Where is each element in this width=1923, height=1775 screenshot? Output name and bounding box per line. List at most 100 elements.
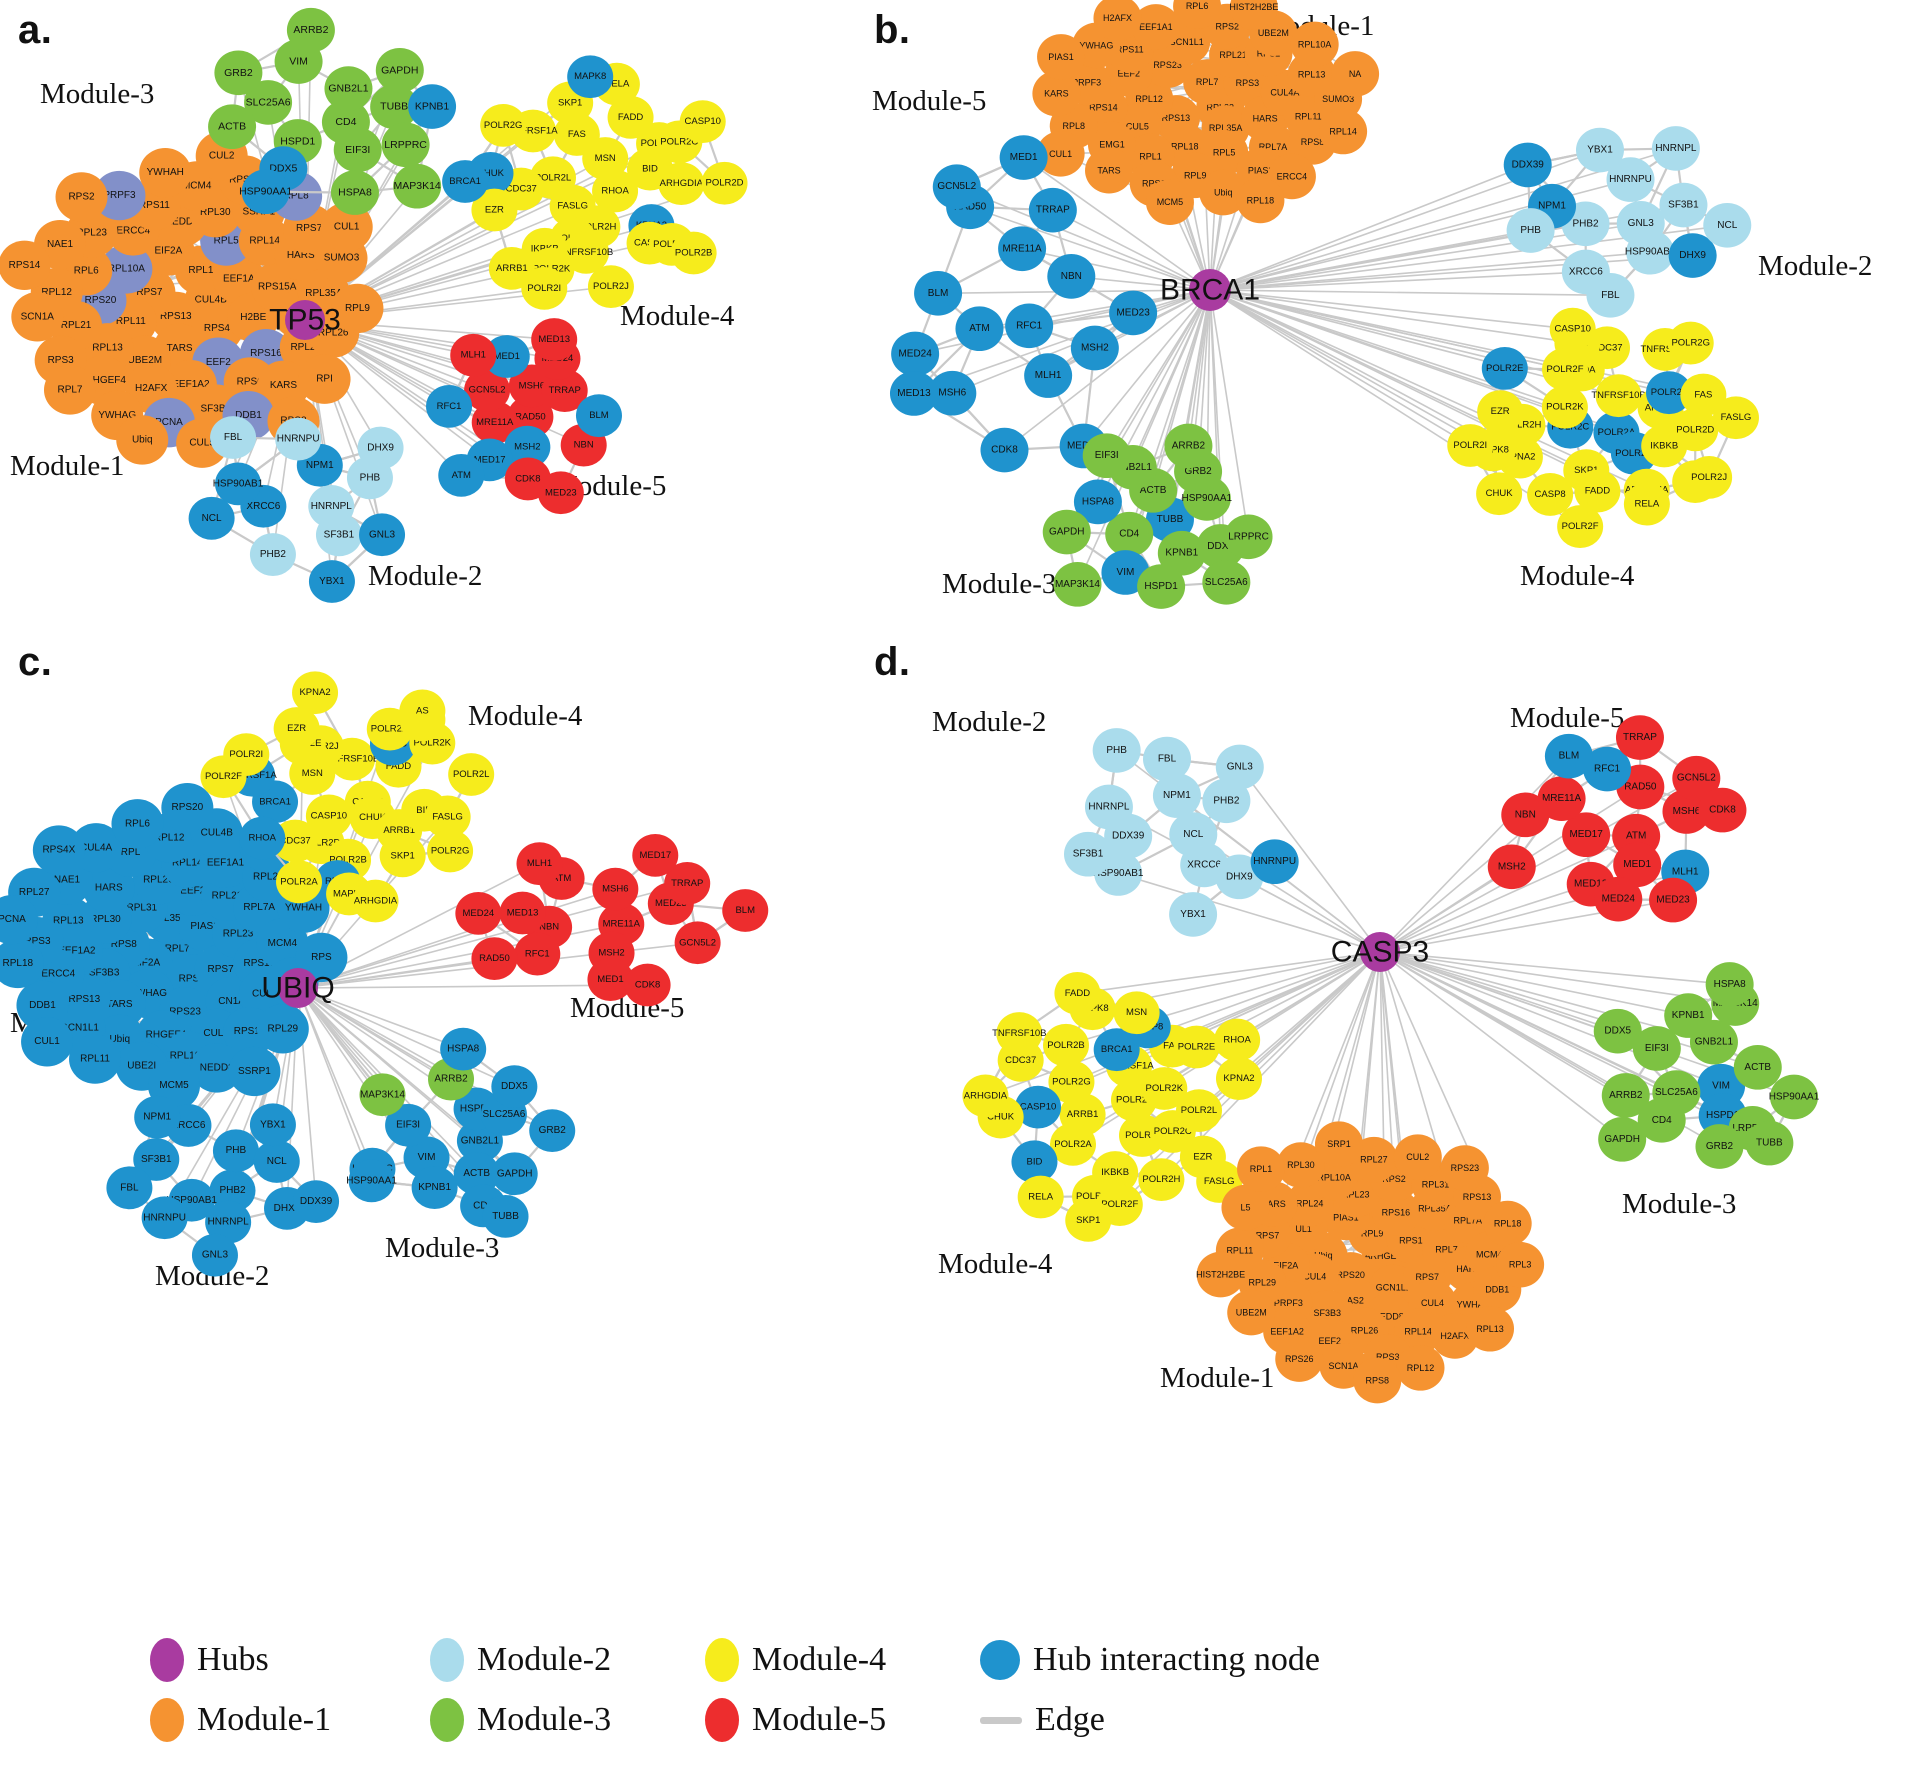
node-hnrnpu[interactable]: HNRNPU: [141, 1196, 188, 1240]
node-polr2b[interactable]: POLR2B: [1043, 1023, 1090, 1067]
node-mre11a[interactable]: MRE11A: [998, 226, 1047, 272]
node-med24[interactable]: MED24: [891, 331, 940, 377]
node-map3k14[interactable]: MAP3K14: [393, 163, 442, 209]
node-fadd[interactable]: FADD: [1054, 972, 1101, 1015]
node-polr2g[interactable]: POLR2G: [480, 103, 527, 147]
node-rfc1[interactable]: RFC1: [1005, 303, 1054, 349]
node-polr2j[interactable]: POLR2J: [587, 265, 634, 309]
node-phb2[interactable]: PHB2: [249, 533, 296, 576]
node-rps23[interactable]: RPS23: [1440, 1145, 1489, 1191]
node-ddx39[interactable]: DDX39: [293, 1180, 340, 1223]
node-ddx5[interactable]: DDX5: [1593, 1008, 1642, 1054]
node-gapdh[interactable]: GAPDH: [1598, 1116, 1647, 1162]
node-gapdh[interactable]: GAPDH: [1042, 509, 1091, 555]
node-polr2k[interactable]: POLR2K: [1541, 385, 1588, 429]
node-phb[interactable]: PHB: [1506, 208, 1555, 253]
node-rps4x[interactable]: RPS4X: [32, 825, 85, 875]
node-lrpprc[interactable]: LRPPRC: [381, 122, 430, 168]
node-mcm5[interactable]: MCM5: [1145, 179, 1194, 226]
node-actb[interactable]: ACTB: [1733, 1045, 1782, 1090]
node-polr2i[interactable]: POLR2I: [521, 266, 568, 310]
node-trrap[interactable]: TRRAP: [1028, 187, 1077, 233]
node-med17[interactable]: MED17: [632, 833, 679, 877]
node-rela[interactable]: RELA: [1017, 1175, 1064, 1219]
node-rhoa[interactable]: RHOA: [1214, 1018, 1261, 1062]
node-eif3i[interactable]: EIF3I: [1082, 433, 1131, 479]
node-msh2[interactable]: MSH2: [1487, 844, 1536, 890]
node-mlh1[interactable]: MLH1: [450, 333, 497, 377]
node-pias1[interactable]: PIAS1: [1037, 34, 1086, 80]
node-arrb2[interactable]: ARRB2: [286, 7, 335, 53]
node-grb2[interactable]: GRB2: [214, 50, 263, 96]
node-kpnb1[interactable]: KPNB1: [411, 1166, 458, 1210]
node-hspa8[interactable]: HSPA8: [330, 170, 379, 215]
node-fbl[interactable]: FBL: [1586, 272, 1635, 318]
node-polr2f[interactable]: POLR2F: [1557, 505, 1604, 548]
node-polr2g[interactable]: POLR2G: [1667, 321, 1714, 365]
node-grb2[interactable]: GRB2: [1695, 1124, 1744, 1169]
node-ncl[interactable]: NCL: [253, 1140, 300, 1183]
node-med13[interactable]: MED13: [531, 318, 578, 361]
node-map3k14[interactable]: MAP3K14: [359, 1073, 406, 1117]
node-rpl10a[interactable]: RPL10A: [1290, 21, 1339, 68]
node-mlh1[interactable]: MLH1: [1024, 353, 1073, 398]
node-polr2e[interactable]: POLR2E: [1173, 1025, 1220, 1069]
node-mlh1[interactable]: MLH1: [516, 842, 563, 886]
node-ube2m[interactable]: UBE2M: [1227, 1289, 1276, 1336]
node-srp1[interactable]: SRP1: [1314, 1121, 1363, 1168]
node-polr2i[interactable]: POLR2I: [1447, 424, 1494, 467]
node-ywhah[interactable]: YWHAH: [139, 147, 192, 198]
node-gapdh[interactable]: GAPDH: [375, 47, 424, 93]
node-kpnb1[interactable]: KPNB1: [408, 84, 457, 129]
node-ssrp1[interactable]: SSRP1: [228, 1046, 281, 1097]
node-med13[interactable]: MED13: [889, 371, 938, 416]
node-msn[interactable]: MSN: [1113, 991, 1160, 1035]
node-med13[interactable]: MED13: [499, 891, 546, 935]
node-slc25a6[interactable]: SLC25A6: [1202, 559, 1251, 605]
node-rpl9[interactable]: RPL9: [331, 283, 384, 334]
node-cul2[interactable]: CUL2: [1393, 1134, 1442, 1180]
node-blm[interactable]: BLM: [1544, 733, 1593, 779]
node-casp10[interactable]: CASP10: [679, 100, 726, 144]
node-map3k14[interactable]: MAP3K14: [1053, 562, 1102, 607]
node-ybx1[interactable]: YBX1: [249, 1103, 296, 1147]
node-rpl11[interactable]: RPL11: [69, 1034, 122, 1084]
node-arhgdia[interactable]: ARHGDIA: [658, 162, 705, 206]
node-rpl13[interactable]: RPL13: [1466, 1305, 1515, 1352]
node-ezr[interactable]: EZR: [1477, 390, 1524, 433]
node-tubb[interactable]: TUBB: [1745, 1120, 1794, 1166]
node-cul1[interactable]: CUL1: [21, 1017, 74, 1067]
node-ubiq[interactable]: Ubiq: [116, 415, 169, 465]
node-phb[interactable]: PHB: [1092, 728, 1141, 773]
node-fbl[interactable]: FBL: [106, 1166, 153, 1210]
node-rpl14[interactable]: RPL14: [1319, 108, 1368, 155]
node-polr2d[interactable]: POLR2D: [701, 161, 748, 205]
node-tars[interactable]: TARS: [1085, 147, 1134, 194]
node-cdk8[interactable]: CDK8: [624, 963, 671, 1007]
node-arhgdia[interactable]: ARHGDIA: [962, 1074, 1009, 1118]
node-kpna2[interactable]: KPNA2: [1215, 1057, 1262, 1100]
node-lrpprc[interactable]: LRPPRC: [1224, 514, 1273, 560]
node-polr2h[interactable]: POLR2H: [1138, 1158, 1185, 1202]
node-grb2[interactable]: GRB2: [529, 1109, 576, 1153]
node-arrb2[interactable]: ARRB2: [1601, 1073, 1650, 1118]
node-rpl12[interactable]: RPL12: [1396, 1345, 1445, 1391]
node-arrb2[interactable]: ARRB2: [1164, 423, 1213, 469]
node-polr2e[interactable]: POLR2E: [1481, 346, 1528, 390]
node-casp10[interactable]: CASP10: [1549, 307, 1596, 351]
node-sf3b1[interactable]: SF3B1: [1659, 182, 1708, 228]
node-hnrnpl[interactable]: HNRNPL: [1651, 126, 1700, 171]
node-rpl3[interactable]: RPL3: [1496, 1241, 1545, 1288]
node-atm[interactable]: ATM: [438, 454, 485, 497]
node-med24[interactable]: MED24: [1594, 876, 1643, 922]
node-ybx1[interactable]: YBX1: [1169, 892, 1218, 937]
node-kpnb1[interactable]: KPNB1: [1664, 993, 1713, 1038]
node-npm1[interactable]: NPM1: [134, 1095, 181, 1139]
node-phb[interactable]: PHB: [212, 1129, 259, 1173]
node-rps14[interactable]: RPS14: [0, 240, 51, 291]
node-polr2f[interactable]: POLR2F: [200, 755, 247, 799]
node-rps8[interactable]: RPS8: [1353, 1357, 1402, 1404]
node-dhx9[interactable]: DHX9: [357, 426, 404, 470]
node-fbl[interactable]: FBL: [1142, 736, 1191, 782]
node-rpl18[interactable]: RPL18: [1483, 1200, 1532, 1247]
